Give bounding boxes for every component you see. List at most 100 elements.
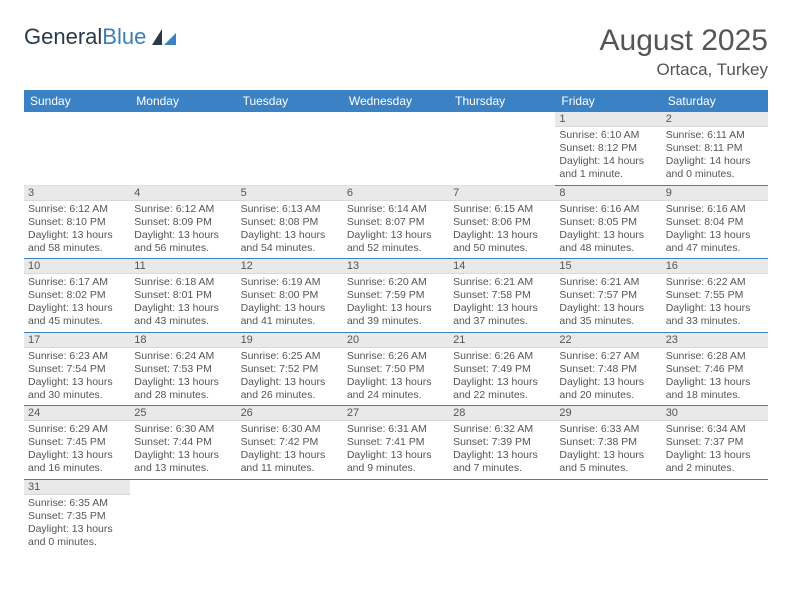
sunrise-line: Sunrise: 6:33 AM	[559, 423, 657, 436]
day-number: 9	[662, 186, 768, 201]
sunset-line: Sunset: 8:12 PM	[559, 142, 657, 155]
calendar-table: SundayMondayTuesdayWednesdayThursdayFrid…	[24, 90, 768, 552]
daylight-line: Daylight: 13 hours and 22 minutes.	[453, 376, 551, 402]
sunset-line: Sunset: 7:37 PM	[666, 436, 764, 449]
sunrise-line: Sunrise: 6:26 AM	[453, 350, 551, 363]
daylight-line: Daylight: 13 hours and 56 minutes.	[134, 229, 232, 255]
daylight-line: Daylight: 13 hours and 7 minutes.	[453, 449, 551, 475]
calendar-day-cell: 25Sunrise: 6:30 AMSunset: 7:44 PMDayligh…	[130, 406, 236, 480]
calendar-day-cell: 18Sunrise: 6:24 AMSunset: 7:53 PMDayligh…	[130, 332, 236, 406]
day-details: Sunrise: 6:24 AMSunset: 7:53 PMDaylight:…	[130, 348, 236, 406]
daylight-line: Daylight: 13 hours and 54 minutes.	[241, 229, 339, 255]
sunrise-line: Sunrise: 6:32 AM	[453, 423, 551, 436]
daylight-line: Daylight: 13 hours and 35 minutes.	[559, 302, 657, 328]
calendar-day-cell: 12Sunrise: 6:19 AMSunset: 8:00 PMDayligh…	[237, 259, 343, 333]
sunset-line: Sunset: 8:09 PM	[134, 216, 232, 229]
calendar-day-cell	[662, 479, 768, 552]
calendar-day-cell	[237, 112, 343, 185]
day-details: Sunrise: 6:27 AMSunset: 7:48 PMDaylight:…	[555, 348, 661, 406]
sunrise-line: Sunrise: 6:23 AM	[28, 350, 126, 363]
weekday-header: Sunday	[24, 90, 130, 112]
day-number: 3	[24, 186, 130, 201]
daylight-line: Daylight: 13 hours and 41 minutes.	[241, 302, 339, 328]
calendar-day-cell	[343, 479, 449, 552]
calendar-week-row: 31Sunrise: 6:35 AMSunset: 7:35 PMDayligh…	[24, 479, 768, 552]
day-details: Sunrise: 6:26 AMSunset: 7:50 PMDaylight:…	[343, 348, 449, 406]
calendar-day-cell: 5Sunrise: 6:13 AMSunset: 8:08 PMDaylight…	[237, 185, 343, 259]
calendar-day-cell: 10Sunrise: 6:17 AMSunset: 8:02 PMDayligh…	[24, 259, 130, 333]
day-details: Sunrise: 6:28 AMSunset: 7:46 PMDaylight:…	[662, 348, 768, 406]
day-number: 24	[24, 406, 130, 421]
day-details: Sunrise: 6:35 AMSunset: 7:35 PMDaylight:…	[24, 495, 130, 553]
day-details: Sunrise: 6:20 AMSunset: 7:59 PMDaylight:…	[343, 274, 449, 332]
day-number: 13	[343, 259, 449, 274]
calendar-day-cell: 29Sunrise: 6:33 AMSunset: 7:38 PMDayligh…	[555, 406, 661, 480]
day-details: Sunrise: 6:32 AMSunset: 7:39 PMDaylight:…	[449, 421, 555, 479]
sunset-line: Sunset: 7:53 PM	[134, 363, 232, 376]
sunrise-line: Sunrise: 6:14 AM	[347, 203, 445, 216]
calendar-day-cell: 23Sunrise: 6:28 AMSunset: 7:46 PMDayligh…	[662, 332, 768, 406]
sunrise-line: Sunrise: 6:27 AM	[559, 350, 657, 363]
month-title: August 2025	[600, 24, 768, 58]
sunset-line: Sunset: 8:08 PM	[241, 216, 339, 229]
sunset-line: Sunset: 7:59 PM	[347, 289, 445, 302]
logo-text-2: Blue	[102, 24, 146, 50]
sunset-line: Sunset: 8:02 PM	[28, 289, 126, 302]
sunrise-line: Sunrise: 6:24 AM	[134, 350, 232, 363]
sunset-line: Sunset: 7:39 PM	[453, 436, 551, 449]
daylight-line: Daylight: 13 hours and 9 minutes.	[347, 449, 445, 475]
calendar-day-cell: 31Sunrise: 6:35 AMSunset: 7:35 PMDayligh…	[24, 479, 130, 552]
sunset-line: Sunset: 7:55 PM	[666, 289, 764, 302]
sunset-line: Sunset: 8:11 PM	[666, 142, 764, 155]
day-number: 26	[237, 406, 343, 421]
calendar-day-cell	[130, 112, 236, 185]
calendar-day-cell	[24, 112, 130, 185]
sunset-line: Sunset: 7:45 PM	[28, 436, 126, 449]
weekday-header-row: SundayMondayTuesdayWednesdayThursdayFrid…	[24, 90, 768, 112]
daylight-line: Daylight: 14 hours and 0 minutes.	[666, 155, 764, 181]
calendar-day-cell	[130, 479, 236, 552]
daylight-line: Daylight: 13 hours and 5 minutes.	[559, 449, 657, 475]
sunrise-line: Sunrise: 6:16 AM	[559, 203, 657, 216]
day-details: Sunrise: 6:17 AMSunset: 8:02 PMDaylight:…	[24, 274, 130, 332]
daylight-line: Daylight: 13 hours and 45 minutes.	[28, 302, 126, 328]
sunrise-line: Sunrise: 6:34 AM	[666, 423, 764, 436]
sunrise-line: Sunrise: 6:18 AM	[134, 276, 232, 289]
day-number: 31	[24, 480, 130, 495]
sunrise-line: Sunrise: 6:30 AM	[241, 423, 339, 436]
sunset-line: Sunset: 7:52 PM	[241, 363, 339, 376]
weekday-header: Thursday	[449, 90, 555, 112]
sunrise-line: Sunrise: 6:25 AM	[241, 350, 339, 363]
calendar-day-cell: 26Sunrise: 6:30 AMSunset: 7:42 PMDayligh…	[237, 406, 343, 480]
sunset-line: Sunset: 8:07 PM	[347, 216, 445, 229]
daylight-line: Daylight: 13 hours and 48 minutes.	[559, 229, 657, 255]
sunset-line: Sunset: 7:54 PM	[28, 363, 126, 376]
calendar-day-cell: 13Sunrise: 6:20 AMSunset: 7:59 PMDayligh…	[343, 259, 449, 333]
daylight-line: Daylight: 13 hours and 2 minutes.	[666, 449, 764, 475]
sunset-line: Sunset: 8:06 PM	[453, 216, 551, 229]
page-header: GeneralBlue August 2025 Ortaca, Turkey	[24, 24, 768, 80]
day-details: Sunrise: 6:14 AMSunset: 8:07 PMDaylight:…	[343, 201, 449, 259]
day-number: 30	[662, 406, 768, 421]
sunset-line: Sunset: 8:00 PM	[241, 289, 339, 302]
day-number: 2	[662, 112, 768, 127]
daylight-line: Daylight: 13 hours and 24 minutes.	[347, 376, 445, 402]
sunrise-line: Sunrise: 6:11 AM	[666, 129, 764, 142]
sunset-line: Sunset: 7:58 PM	[453, 289, 551, 302]
day-details: Sunrise: 6:31 AMSunset: 7:41 PMDaylight:…	[343, 421, 449, 479]
calendar-day-cell: 6Sunrise: 6:14 AMSunset: 8:07 PMDaylight…	[343, 185, 449, 259]
day-details: Sunrise: 6:12 AMSunset: 8:10 PMDaylight:…	[24, 201, 130, 259]
day-number: 5	[237, 186, 343, 201]
sunrise-line: Sunrise: 6:29 AM	[28, 423, 126, 436]
sunrise-line: Sunrise: 6:35 AM	[28, 497, 126, 510]
day-details: Sunrise: 6:34 AMSunset: 7:37 PMDaylight:…	[662, 421, 768, 479]
title-block: August 2025 Ortaca, Turkey	[600, 24, 768, 80]
calendar-day-cell: 7Sunrise: 6:15 AMSunset: 8:06 PMDaylight…	[449, 185, 555, 259]
sunrise-line: Sunrise: 6:22 AM	[666, 276, 764, 289]
sunrise-line: Sunrise: 6:12 AM	[134, 203, 232, 216]
logo-text-1: General	[24, 24, 102, 50]
calendar-day-cell: 16Sunrise: 6:22 AMSunset: 7:55 PMDayligh…	[662, 259, 768, 333]
day-number: 1	[555, 112, 661, 127]
day-number: 4	[130, 186, 236, 201]
calendar-day-cell: 28Sunrise: 6:32 AMSunset: 7:39 PMDayligh…	[449, 406, 555, 480]
